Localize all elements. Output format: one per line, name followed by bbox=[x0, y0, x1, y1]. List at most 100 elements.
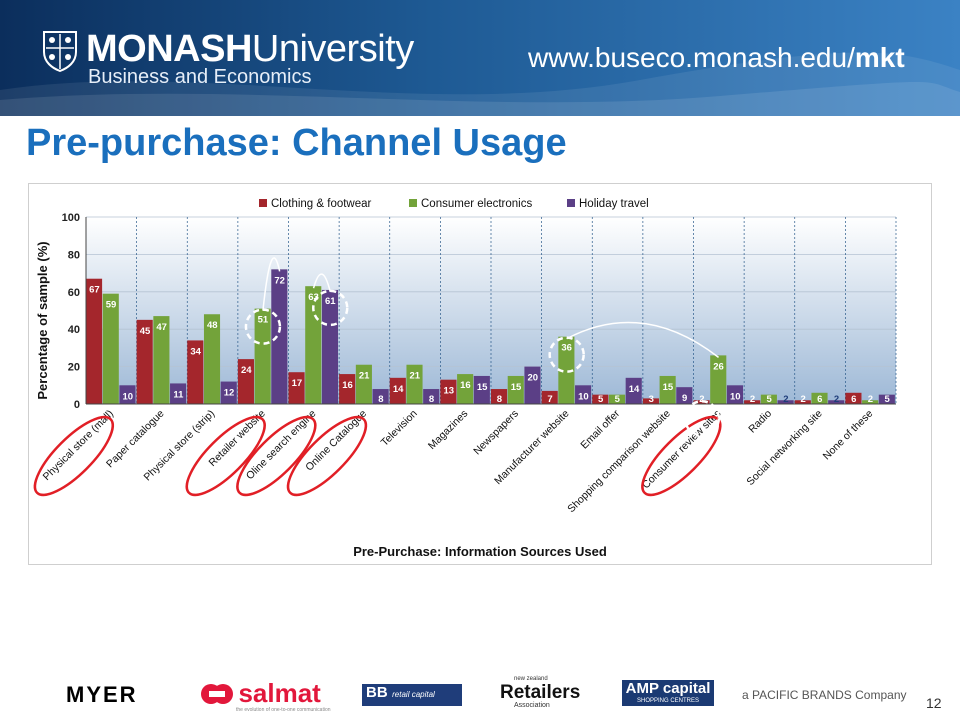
bar-clothing-footwear bbox=[288, 372, 305, 404]
data-label: 34 bbox=[190, 346, 201, 357]
bar-clothing-footwear bbox=[389, 377, 406, 404]
y-tick-label: 40 bbox=[68, 324, 80, 336]
x-tick-label: None of these bbox=[821, 408, 876, 463]
x-tick-label: Shopping comparison website bbox=[565, 408, 673, 516]
data-label: 14 bbox=[393, 384, 404, 395]
url-bold: mkt bbox=[854, 42, 905, 73]
data-label: 15 bbox=[663, 382, 674, 393]
logo-bb-text: BB bbox=[366, 684, 388, 701]
data-label: 2 bbox=[834, 394, 839, 405]
chart-container: 0 20 40 60 80 100 67 59 10 Physical store (mall) 4… bbox=[28, 183, 932, 565]
data-label: 16 bbox=[342, 380, 353, 391]
highlight-ellipse bbox=[286, 415, 368, 497]
y-tick-label: 100 bbox=[62, 212, 80, 224]
x-axis-title: Pre-Purchase: Information Sources Used bbox=[353, 544, 607, 559]
bar-clothing-footwear bbox=[491, 389, 508, 404]
bar-clothing-footwear bbox=[744, 400, 761, 404]
logo-retailers-prefix: new zealand bbox=[514, 676, 548, 682]
logo-amp-text: AMP capital bbox=[625, 680, 711, 697]
bar-holiday-travel bbox=[777, 400, 794, 404]
bar-consumer-electronics bbox=[153, 316, 170, 404]
data-label: 2 bbox=[783, 394, 788, 405]
bar-consumer-electronics bbox=[558, 336, 575, 404]
bar-holiday-travel bbox=[473, 375, 490, 404]
highlight-ellipse bbox=[33, 415, 115, 497]
data-label: 11 bbox=[173, 389, 184, 400]
data-label: 6 bbox=[817, 394, 822, 405]
data-label: 14 bbox=[629, 384, 640, 395]
data-label: 7 bbox=[547, 394, 552, 405]
data-label: 10 bbox=[730, 391, 741, 402]
slide-title: Pre-purchase: Channel Usage bbox=[26, 122, 567, 164]
annotation-arc bbox=[566, 321, 720, 358]
bar-clothing-footwear bbox=[693, 400, 710, 404]
x-tick-label: Radio bbox=[746, 408, 774, 436]
brand-bold: MONASH bbox=[86, 28, 252, 70]
bar-clothing-footwear bbox=[339, 374, 356, 404]
data-label: 15 bbox=[477, 382, 488, 393]
y-tick-label: 80 bbox=[68, 249, 80, 261]
faculty-name: Business and Economics bbox=[88, 66, 312, 88]
highlight-ellipse bbox=[236, 415, 317, 497]
data-label: 5 bbox=[767, 394, 773, 405]
data-label: 17 bbox=[292, 378, 303, 389]
bar-clothing-footwear bbox=[237, 359, 254, 404]
logo-pacific-brands: a PACIFIC BRANDS Company bbox=[742, 688, 907, 702]
banner-wave-decoration bbox=[0, 52, 960, 116]
legend-swatch bbox=[259, 199, 267, 207]
bar-holiday-travel bbox=[170, 383, 187, 404]
data-label: 47 bbox=[156, 322, 167, 333]
data-label: 63 bbox=[308, 292, 319, 303]
x-tick-label: Newspapers bbox=[471, 408, 521, 458]
page-number: 12 bbox=[926, 695, 942, 711]
bar-consumer-electronics bbox=[254, 308, 271, 404]
data-label: 2 bbox=[800, 394, 805, 405]
bar-consumer-electronics bbox=[305, 286, 322, 404]
bar-clothing-footwear bbox=[794, 400, 811, 404]
data-label: 10 bbox=[122, 391, 133, 402]
bar-clothing-footwear bbox=[642, 398, 659, 404]
data-label: 9 bbox=[682, 393, 687, 404]
data-label: 12 bbox=[224, 388, 235, 399]
x-tick-label: Email offer bbox=[578, 407, 622, 451]
dashed-circle-retailer bbox=[244, 308, 282, 345]
highlight-ellipse bbox=[185, 415, 266, 497]
website-url: www.buseco.monash.edu/mkt bbox=[528, 42, 905, 74]
brand-rest: University bbox=[251, 28, 414, 70]
bar-clothing-footwear bbox=[136, 319, 153, 404]
bar-consumer-electronics bbox=[811, 392, 828, 404]
data-label: 21 bbox=[359, 371, 370, 382]
logo-salmat-tagline: the evolution of one-to-one communicatio… bbox=[236, 707, 331, 713]
bar-holiday-travel bbox=[372, 389, 389, 404]
logo-retailers-text: Retailers bbox=[500, 682, 581, 703]
data-label: 16 bbox=[460, 380, 471, 391]
bar-holiday-travel bbox=[220, 381, 237, 404]
bar-clothing-footwear bbox=[845, 392, 862, 404]
logo-amp-tagline: SHOPPING CENTRES bbox=[636, 698, 699, 704]
data-label: 24 bbox=[241, 365, 252, 376]
data-label: 8 bbox=[429, 394, 434, 405]
bar-holiday-travel bbox=[271, 269, 288, 404]
y-tick-label: 20 bbox=[68, 362, 80, 374]
data-label: 10 bbox=[578, 391, 589, 402]
bar-consumer-electronics bbox=[710, 355, 727, 404]
dashed-circle-manufacturer bbox=[548, 336, 585, 373]
bar-holiday-travel bbox=[321, 289, 339, 404]
bar-holiday-travel bbox=[828, 400, 845, 404]
data-label: 48 bbox=[207, 320, 218, 331]
data-label: 6 bbox=[851, 394, 856, 405]
url-prefix: www.buseco.monash.edu/ bbox=[528, 42, 855, 73]
annotation-arc bbox=[262, 257, 281, 311]
dashed-circle-review bbox=[683, 400, 721, 437]
logo-bb: BB retail capital bbox=[362, 684, 462, 706]
bar-holiday-travel bbox=[423, 389, 440, 404]
bar-consumer-electronics bbox=[102, 293, 119, 404]
bar-consumer-electronics bbox=[406, 364, 423, 404]
logo-myer: MYER bbox=[66, 682, 138, 708]
data-label: 2 bbox=[750, 394, 755, 405]
data-label: 67 bbox=[89, 285, 100, 296]
logo-bb-tagline: retail capital bbox=[392, 690, 435, 699]
bar-consumer-electronics bbox=[760, 394, 777, 404]
data-label: 8 bbox=[378, 394, 383, 405]
data-label: 21 bbox=[410, 371, 421, 382]
